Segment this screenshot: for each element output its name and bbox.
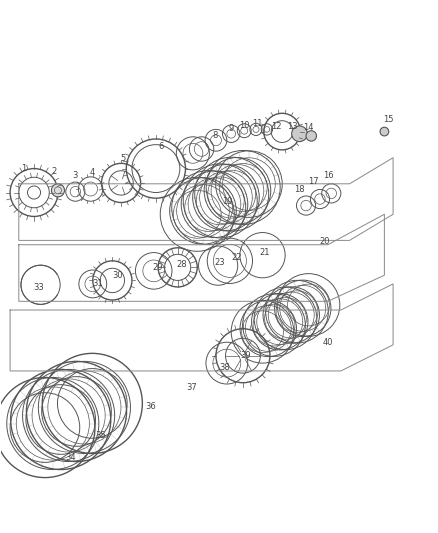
Text: 11: 11 [252, 119, 262, 128]
Text: 36: 36 [145, 402, 155, 411]
Text: 20: 20 [319, 237, 329, 246]
Text: 30: 30 [113, 271, 124, 280]
Text: 38: 38 [219, 363, 230, 372]
Text: 35: 35 [95, 431, 106, 440]
Text: 39: 39 [240, 351, 251, 360]
Text: 10: 10 [239, 120, 250, 130]
Text: 5: 5 [120, 154, 126, 163]
Text: 17: 17 [308, 177, 319, 186]
Text: 6: 6 [159, 142, 164, 151]
Circle shape [380, 127, 389, 136]
Text: 23: 23 [215, 257, 225, 266]
Text: 2: 2 [51, 167, 56, 176]
Text: 8: 8 [212, 132, 217, 140]
Text: 40: 40 [322, 338, 333, 347]
Text: 18: 18 [294, 184, 305, 193]
Text: 37: 37 [187, 383, 198, 392]
Circle shape [51, 184, 64, 197]
Text: 14: 14 [303, 123, 314, 132]
Text: 29: 29 [153, 263, 163, 272]
Text: 12: 12 [271, 122, 282, 131]
Text: 21: 21 [259, 248, 270, 257]
Circle shape [306, 131, 317, 141]
Text: 34: 34 [65, 453, 75, 462]
Text: 33: 33 [33, 283, 44, 292]
Circle shape [292, 126, 307, 142]
Text: 3: 3 [72, 171, 77, 180]
Text: 19: 19 [223, 197, 233, 206]
Text: 13: 13 [287, 122, 297, 131]
Text: 4: 4 [89, 168, 95, 177]
Text: 1: 1 [21, 164, 27, 173]
Text: 31: 31 [93, 279, 103, 287]
Text: 16: 16 [323, 171, 334, 180]
Text: 9: 9 [229, 124, 234, 133]
Text: 22: 22 [231, 253, 242, 262]
Text: 28: 28 [177, 260, 187, 269]
Text: 15: 15 [384, 115, 394, 124]
